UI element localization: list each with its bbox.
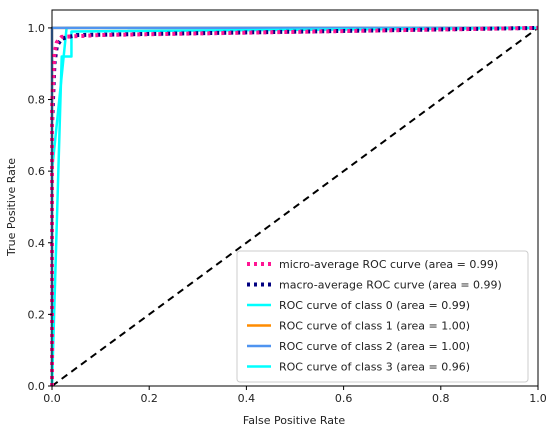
y-tick-label-0: 0.0 [28,380,46,393]
y-tick-label-1: 0.2 [28,308,46,321]
x-tick-label-0: 0.0 [43,392,61,405]
legend-label-0: micro-average ROC curve (area = 0.99) [279,258,498,271]
x-axis-label: False Positive Rate [243,414,345,427]
x-tick-label-3: 0.6 [335,392,353,405]
legend-label-5: ROC curve of class 3 (area = 0.96) [279,361,470,374]
plot-frame [51,9,539,387]
y-tick-label-4: 0.8 [28,94,46,107]
legend-box [236,250,529,383]
x-tick-label-1: 0.2 [140,392,158,405]
legend: micro-average ROC curve (area = 0.99) mac… [236,250,529,383]
y-tick-label-3: 0.6 [28,165,46,178]
legend-label-1: macro-average ROC curve (area = 0.99) [279,279,502,292]
legend-label-2: ROC curve of class 0 (area = 0.99) [279,299,470,312]
x-tick-label-4: 0.8 [432,392,450,405]
y-tick-label-2: 0.4 [28,237,46,250]
ticks-layer: 0.0 0.2 0.4 0.6 0.8 1.0 0.0 0.2 0.4 0.6 0.8 1.0 [28,22,547,405]
series-line-0 [50,25,539,386]
chance-diagonal-line [51,27,539,387]
y-tick-label-5: 1.0 [28,22,46,35]
y-axis-label: True Positive Rate [5,158,18,257]
series-line-5 [50,26,539,387]
plot-frame-layer [51,9,539,387]
legend-label-3: ROC curve of class 1 (area = 1.00) [279,320,470,333]
legend-label-4: ROC curve of class 2 (area = 1.00) [279,340,470,353]
x-tick-label-5: 1.0 [529,392,547,405]
x-tick-label-2: 0.4 [238,392,256,405]
